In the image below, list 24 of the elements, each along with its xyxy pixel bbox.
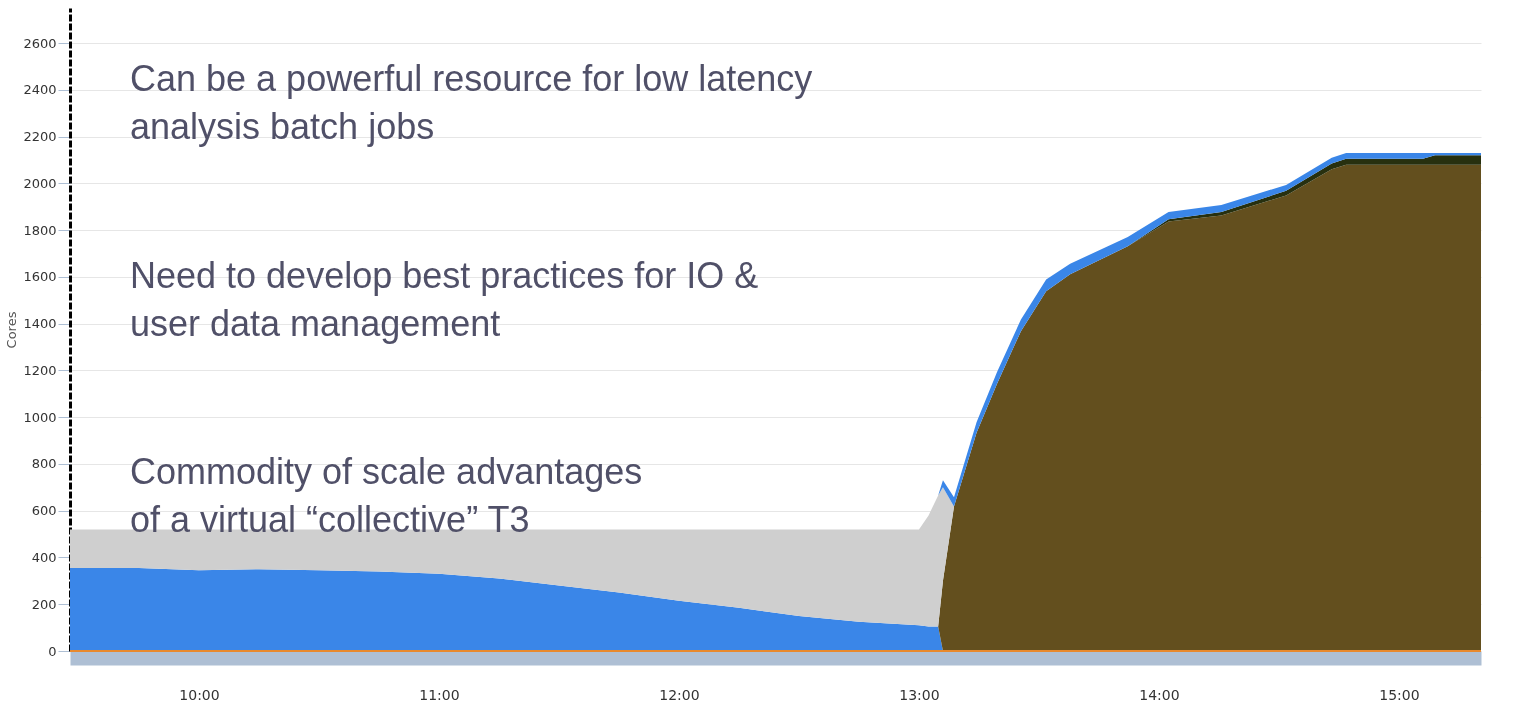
y-tick-label: 2400: [23, 82, 57, 98]
y-tick-label: 1000: [23, 409, 57, 425]
y-tick-label: 800: [31, 456, 57, 472]
annotation: Need to develop best practices for IO & user data management: [130, 255, 759, 344]
y-tick-label: 1400: [23, 316, 57, 332]
x-tick-label: 12:00: [659, 686, 700, 703]
y-tick-label: 1600: [23, 269, 57, 285]
x-tick-label: 13:00: [899, 686, 940, 703]
y-tick-label: 200: [31, 596, 57, 612]
annotation: Can be a powerful resource for low latency analysis batch jobs: [130, 58, 813, 147]
y-tick-label: 600: [31, 503, 57, 519]
x-tick-label: 11:00: [419, 686, 460, 703]
y-tick-label: 2200: [23, 129, 57, 145]
x-tick-label: 14:00: [1139, 686, 1180, 703]
y-tick-label: 400: [31, 549, 57, 565]
annotation: Commodity of scale advantages of a virtual “collective” T3: [130, 451, 643, 540]
y-tick-label: 2600: [23, 35, 57, 51]
x-tick-label: 10:00: [179, 686, 220, 703]
y-tick-label: 0: [48, 643, 57, 659]
x-tick-label: 15:00: [1379, 686, 1420, 703]
y-tick-label: 1800: [23, 222, 57, 238]
y-tick-label: 1200: [23, 362, 57, 378]
y-tick-label: 2000: [23, 175, 57, 191]
y-axis-title: Cores: [4, 311, 20, 349]
